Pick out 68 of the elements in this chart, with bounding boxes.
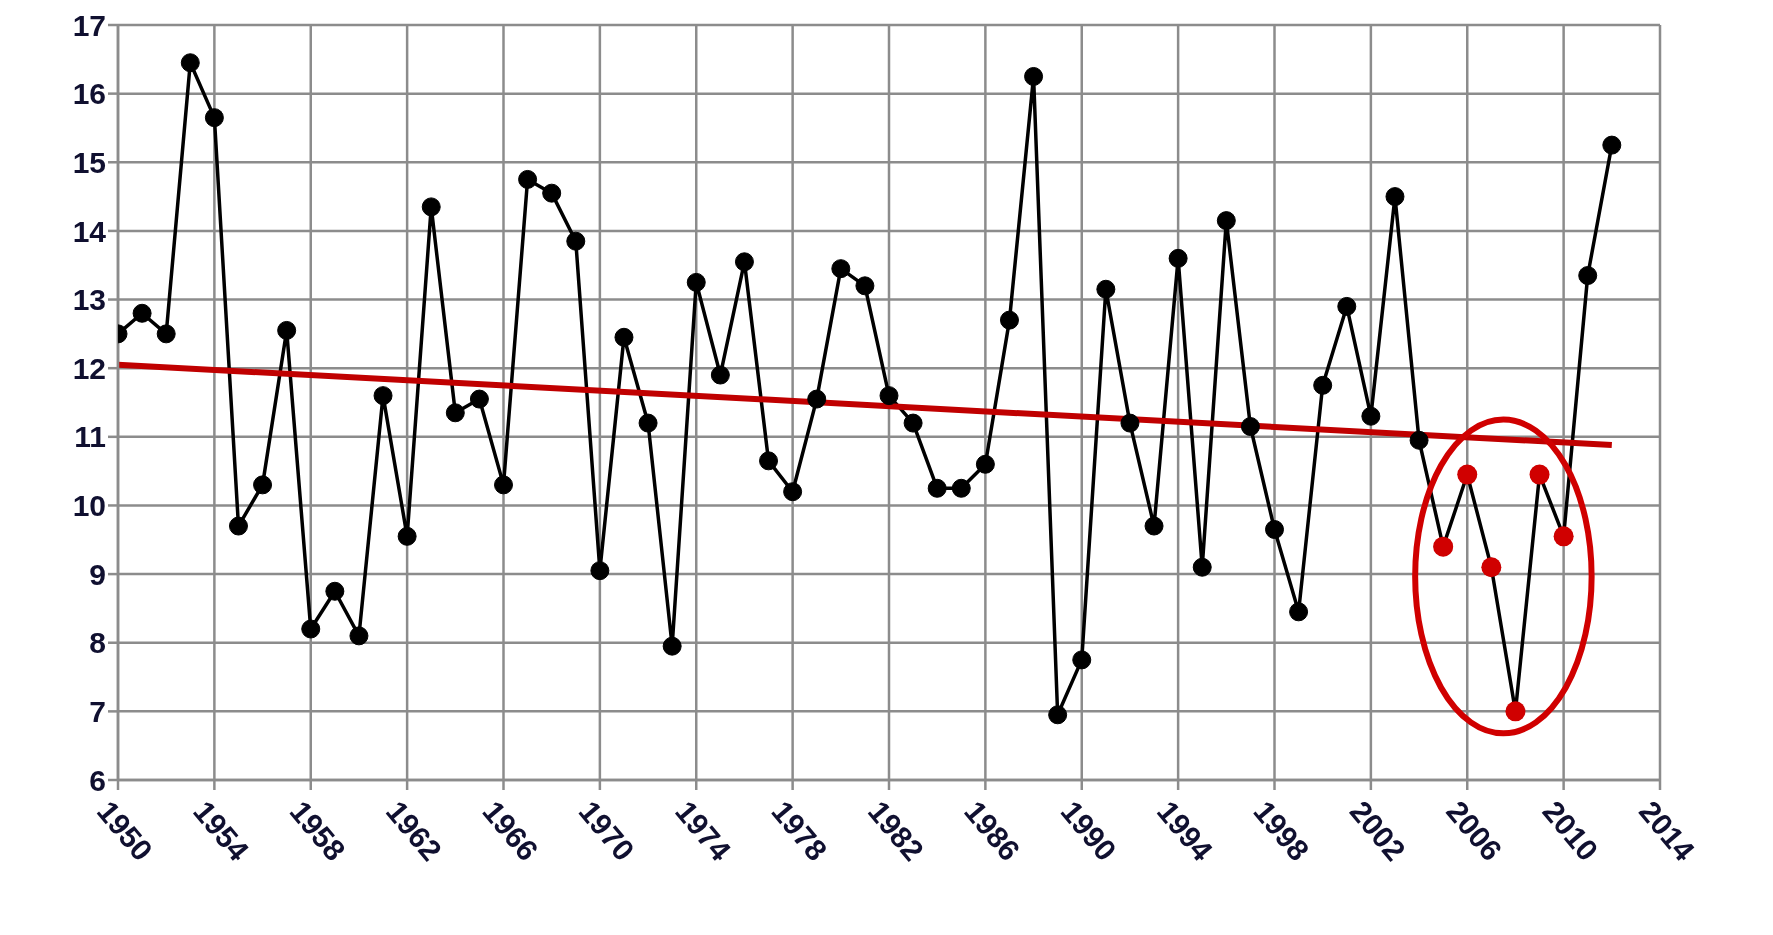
- point: [1240, 417, 1260, 437]
- point: [855, 276, 875, 296]
- point: [879, 386, 899, 406]
- y-tick-label: 15: [72, 145, 106, 179]
- point: [1048, 705, 1068, 725]
- point: [253, 475, 273, 495]
- point: [1337, 296, 1357, 316]
- point: [1096, 279, 1116, 299]
- point: [1192, 557, 1212, 577]
- point: [1265, 519, 1284, 539]
- point: [373, 386, 393, 406]
- point: [1313, 375, 1333, 395]
- point: [566, 231, 586, 251]
- y-tick-label: 6: [89, 763, 106, 797]
- point: [927, 478, 947, 498]
- point: [156, 324, 176, 344]
- point: [132, 303, 152, 323]
- point: [228, 516, 248, 536]
- point: [349, 626, 369, 646]
- y-tick-label: 7: [89, 695, 106, 729]
- point: [445, 403, 465, 423]
- point: [1409, 430, 1429, 450]
- point: [662, 636, 682, 656]
- point: [807, 389, 827, 409]
- point: [469, 389, 489, 409]
- point: [614, 327, 634, 347]
- point: [903, 413, 923, 433]
- point: [734, 252, 754, 272]
- point: [1120, 413, 1140, 433]
- point: [1024, 66, 1044, 86]
- point: [1602, 135, 1622, 155]
- point: [975, 454, 995, 474]
- point: [421, 197, 441, 217]
- y-tick-label: 16: [72, 77, 106, 111]
- point: [590, 561, 610, 581]
- point: [831, 259, 851, 279]
- y-tick-label: 17: [72, 8, 106, 42]
- y-tick-label: 9: [89, 557, 106, 591]
- point: [301, 619, 321, 639]
- point: [397, 526, 417, 546]
- y-tick-label: 8: [89, 626, 106, 660]
- point: [710, 365, 730, 385]
- y-tick-label: 13: [72, 283, 106, 317]
- point: [1289, 602, 1309, 622]
- point: [518, 169, 538, 189]
- point: [180, 53, 200, 73]
- point: [494, 475, 513, 495]
- point: [951, 478, 971, 498]
- point: [638, 413, 658, 433]
- point: [325, 581, 345, 601]
- point: [783, 482, 803, 502]
- y-tick-label: 12: [72, 351, 106, 385]
- point: [1578, 266, 1598, 286]
- point: [1144, 516, 1164, 536]
- point: [999, 310, 1019, 330]
- point: [1361, 406, 1381, 426]
- y-tick-label: 11: [74, 420, 106, 454]
- point: [1168, 248, 1188, 268]
- y-tick-label: 14: [72, 214, 107, 248]
- point: [277, 320, 297, 340]
- point: [686, 272, 706, 292]
- point: [204, 108, 224, 128]
- point: [542, 183, 562, 203]
- point: [759, 451, 779, 471]
- point: [1072, 650, 1092, 670]
- y-tick-label: 10: [72, 489, 106, 523]
- point: [1216, 211, 1236, 231]
- point: [1385, 187, 1405, 207]
